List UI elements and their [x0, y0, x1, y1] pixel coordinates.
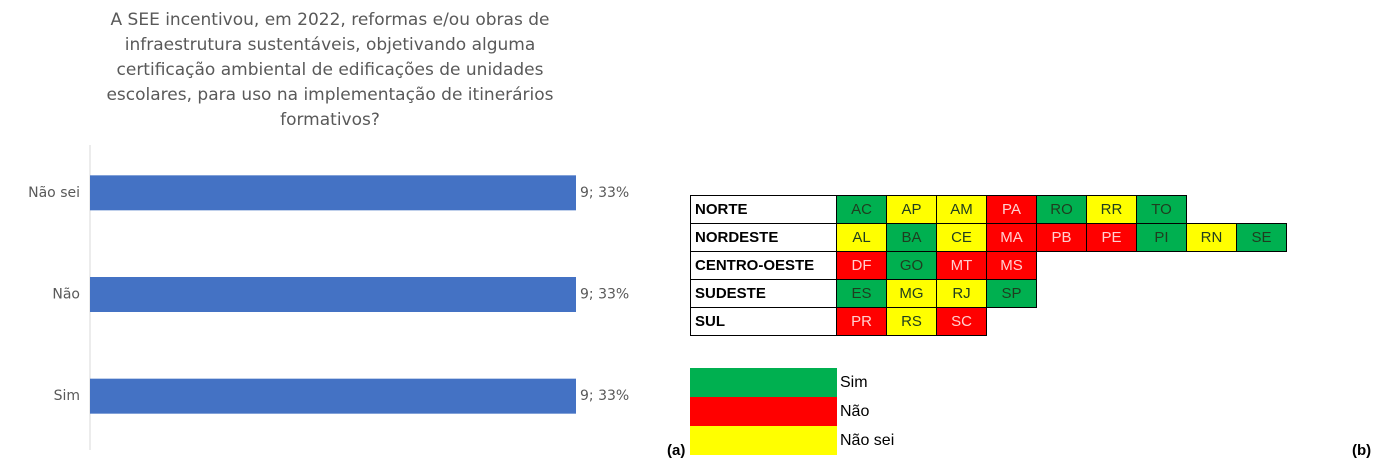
state-cell: PE	[1086, 223, 1137, 252]
legend-swatch	[690, 426, 837, 455]
data-label: 9; 33%	[580, 287, 629, 303]
chart: Não sei 9; 33% Não 9; 33% Sim 9; 33%	[28, 145, 629, 450]
data-label: 9; 33%	[580, 185, 629, 201]
chart-title: A SEE incentivou, em 2022, reformas e/ou…	[106, 10, 554, 130]
state-cell: GO	[886, 251, 937, 280]
state-cell: MA	[986, 223, 1037, 252]
region-table: NORTE AC AP AM PA RO RR TO NORDESTE AL BA CE MA PB PE P…	[690, 195, 1287, 336]
state-cell: SP	[986, 279, 1037, 308]
state-cell: AC	[836, 195, 887, 224]
state-cell: AM	[936, 195, 987, 224]
legend-item: Não	[690, 397, 894, 426]
legend: Sim Não Não sei	[690, 368, 894, 455]
state-cell: AL	[836, 223, 887, 252]
region-cell: SUL	[690, 307, 837, 336]
y-tick-label: Não	[52, 287, 80, 303]
state-cell: SC	[936, 307, 987, 336]
legend-swatch	[690, 368, 837, 397]
panel-label: (a)	[667, 442, 686, 459]
state-cell: PB	[1036, 223, 1087, 252]
state-cell: RN	[1186, 223, 1237, 252]
state-cell: AP	[886, 195, 937, 224]
state-cell: TO	[1136, 195, 1187, 224]
y-tick-label: Sim	[54, 388, 80, 404]
state-cell: MS	[986, 251, 1037, 280]
bar	[90, 277, 576, 312]
state-cell: MG	[886, 279, 937, 308]
table-row: SUL PR RS SC	[690, 307, 1287, 336]
region-cell: NORDESTE	[690, 223, 837, 252]
state-cell: ES	[836, 279, 887, 308]
state-cell: RR	[1086, 195, 1137, 224]
legend-item: Não sei	[690, 426, 894, 455]
legend-item: Sim	[690, 368, 894, 397]
state-cell: SE	[1236, 223, 1287, 252]
table-row: NORDESTE AL BA CE MA PB PE PI RN SE	[690, 223, 1287, 252]
state-cell: MT	[936, 251, 987, 280]
legend-label: Sim	[840, 373, 868, 391]
bar	[90, 175, 576, 211]
table-row: CENTRO-OESTE DF GO MT MS	[690, 251, 1287, 280]
y-tick-label: Não sei	[28, 185, 80, 201]
state-cell: PA	[986, 195, 1037, 224]
state-cell: RO	[1036, 195, 1087, 224]
table-row: SUDESTE ES MG RJ SP	[690, 279, 1287, 308]
state-cell: BA	[886, 223, 937, 252]
bar	[90, 378, 576, 414]
region-cell: SUDESTE	[690, 279, 837, 308]
state-cell: CE	[936, 223, 987, 252]
state-cell: PI	[1136, 223, 1187, 252]
region-cell: CENTRO-OESTE	[690, 251, 837, 280]
legend-swatch	[690, 397, 837, 426]
table-row: NORTE AC AP AM PA RO RR TO	[690, 195, 1287, 224]
legend-label: Não sei	[840, 431, 895, 449]
panel-label: (b)	[1352, 442, 1372, 459]
data-label: 9; 33%	[580, 388, 629, 404]
state-cell: RJ	[936, 279, 987, 308]
state-cell: RS	[886, 307, 937, 336]
state-cell: PR	[836, 307, 887, 336]
state-cell: DF	[836, 251, 887, 280]
legend-label: Não	[840, 402, 870, 420]
region-cell: NORTE	[690, 195, 837, 224]
